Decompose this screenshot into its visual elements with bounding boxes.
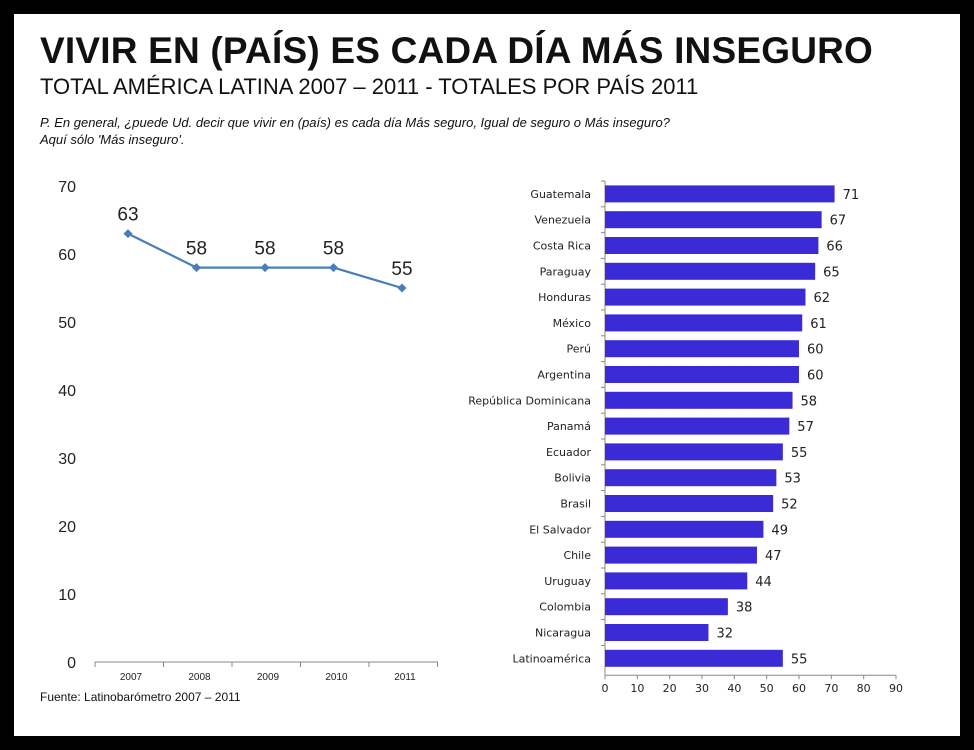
bar-chart-bar [605,546,757,564]
line-chart-point [123,229,133,239]
line-chart-data-label: 55 [391,259,412,280]
bar-chart-x-tick-label: 70 [824,682,838,695]
bar-chart-category-label: República Dominicana [468,394,591,407]
line-chart-y-tick-label: 30 [58,451,76,468]
bar-chart-bar [605,237,819,254]
bar-chart-x-tick-label: 0 [602,682,609,695]
line-chart-data-label: 58 [323,239,344,260]
bar-chart-data-label: 67 [830,214,847,229]
bar-chart-data-label: 58 [801,394,818,409]
bar-chart-data-label: 38 [736,601,753,616]
page-subtitle: TOTAL AMÉRICA LATINA 2007 – 2011 - TOTAL… [40,74,699,99]
bar-chart-category-label: México [553,317,592,330]
bar-chart-bar [605,443,783,461]
bar-chart-data-label: 66 [826,240,843,255]
bar-chart-category-label: Latinoamérica [512,652,591,665]
bar-chart-bar [605,469,777,487]
bar-chart-bar [605,417,790,435]
bar-chart-data-label: 44 [755,575,772,590]
question-line-1: P. En general, ¿puede Ud. decir que vivi… [40,115,670,130]
bar-chart-category-label: Chile [563,549,591,562]
bar-chart-category-label: Paraguay [540,265,592,278]
line-chart-y-tick-label: 70 [58,179,76,196]
bar-chart-bar [605,340,799,358]
bar-chart-category-label: Colombia [539,601,591,614]
bar-chart-data-label: 65 [823,265,840,280]
line-chart-x-tick-label: 2007 [120,672,143,683]
line-chart-y-tick-label: 20 [58,519,76,536]
bar-chart-data-label: 47 [765,549,782,564]
line-chart-x-tick-label: 2010 [325,672,348,683]
bar-chart-category-label: Ecuador [546,446,591,459]
bar-chart-bar [605,520,764,538]
bar-chart-data-label: 55 [791,652,808,667]
bar-chart-data-label: 55 [791,446,808,461]
bar-chart-category-label: Argentina [537,369,591,382]
bar-chart-bar [605,624,709,641]
bar-chart-x-tick-label: 20 [663,682,677,695]
bar-chart-bar [605,262,816,280]
bar-chart-bar [605,495,774,512]
bar-chart-bar [605,572,748,590]
line-chart-data-label: 63 [117,205,138,226]
bar-chart-bar [605,391,793,409]
bar-chart-bar [605,649,783,667]
bar-chart-data-label: 60 [807,343,824,358]
page-title: VIVIR EN (PAÍS) ES CADA DÍA MÁS INSEGURO [40,30,874,71]
bar-chart-category-label: Perú [566,343,591,356]
line-chart-y-tick-label: 60 [58,247,76,264]
bar-chart-category-label: Panamá [547,420,591,433]
bar-chart-data-label: 61 [810,317,827,332]
slide [14,14,960,736]
bar-chart-bar [605,288,806,306]
bar-chart-category-label: Uruguay [544,575,591,588]
source-note: Fuente: Latinobarómetro 2007 – 2011 [40,690,241,704]
bar-chart-category-label: Costa Rica [533,240,591,253]
bar-chart-data-label: 62 [813,291,830,306]
line-chart-point [191,263,202,273]
bar-chart-x-tick-label: 60 [792,682,806,695]
bar-chart-category-label: Nicaragua [535,627,591,640]
bar-chart-data-label: 71 [843,188,860,203]
line-chart-y-tick-label: 50 [58,315,76,332]
line-chart-y-tick-label: 0 [67,655,76,672]
bar-chart-x-tick-label: 50 [760,682,774,695]
bar-chart-bar [605,185,835,203]
bar-chart-category-label: Bolivia [554,472,591,485]
bar-chart-data-label: 60 [807,369,824,384]
bar-chart-data-label: 49 [771,523,788,538]
bar-chart-category-label: El Salvador [529,523,591,536]
line-chart-data-label: 58 [254,239,275,260]
line-chart-x-tick-label: 2011 [394,672,416,683]
bar-chart-category-label: Guatemala [530,188,591,201]
line-chart-data-label: 58 [186,239,207,260]
survey-question: P. En general, ¿puede Ud. decir que vivi… [40,114,940,148]
bar-chart-bar [605,211,822,229]
bar-chart-bar [605,366,799,383]
bar-chart-x-tick-label: 90 [889,682,903,695]
line-chart-point [260,263,270,273]
bar-chart-data-label: 52 [781,498,798,513]
line-chart-point [397,283,407,293]
bar-chart-x-tick-label: 40 [727,682,741,695]
line-chart-y-tick-label: 10 [58,587,76,604]
bar-chart-bar [605,598,728,616]
bar-chart-category-label: Venezuela [535,214,592,227]
line-chart-y-tick-label: 40 [58,383,76,400]
bar-chart-x-tick-label: 80 [857,682,871,695]
bar-chart-x-tick-label: 30 [695,682,709,695]
bar-chart-bar [605,314,803,332]
question-line-2: Aquí sólo 'Más inseguro'. [40,132,185,147]
bar-chart-category-label: Honduras [538,291,591,304]
bar-chart-data-label: 32 [716,627,733,642]
bar-chart-data-label: 53 [784,472,801,487]
bar-chart-category-label: Brasil [560,498,591,511]
line-chart-x-tick-label: 2008 [188,672,211,683]
bar-chart-x-tick-label: 10 [630,682,644,695]
bar-chart-data-label: 57 [797,420,814,435]
line-chart-x-tick-label: 2009 [257,672,280,683]
line-chart-point [328,263,339,273]
